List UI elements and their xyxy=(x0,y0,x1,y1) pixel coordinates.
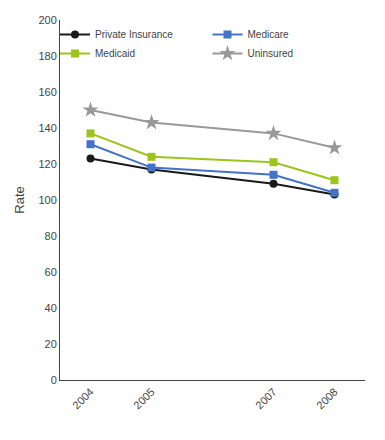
svg-text:Rate: Rate xyxy=(12,186,27,213)
svg-text:160: 160 xyxy=(38,86,56,98)
svg-text:80: 80 xyxy=(45,230,57,242)
svg-text:Medicare: Medicare xyxy=(248,29,290,40)
svg-text:140: 140 xyxy=(38,122,56,134)
svg-text:180: 180 xyxy=(38,50,56,62)
svg-text:Medicaid: Medicaid xyxy=(95,48,135,59)
svg-text:100: 100 xyxy=(38,194,56,206)
svg-text:200: 200 xyxy=(38,14,56,26)
svg-text:2008: 2008 xyxy=(314,386,340,412)
svg-text:120: 120 xyxy=(38,158,56,170)
svg-text:2004: 2004 xyxy=(70,386,96,412)
svg-text:60: 60 xyxy=(45,266,57,278)
svg-text:0: 0 xyxy=(51,374,57,386)
svg-text:2007: 2007 xyxy=(253,386,279,412)
svg-text:40: 40 xyxy=(45,302,57,314)
svg-text:Uninsured: Uninsured xyxy=(248,48,294,59)
svg-text:20: 20 xyxy=(45,338,57,350)
svg-text:Private Insurance: Private Insurance xyxy=(95,29,173,40)
svg-text:2005: 2005 xyxy=(131,386,157,412)
